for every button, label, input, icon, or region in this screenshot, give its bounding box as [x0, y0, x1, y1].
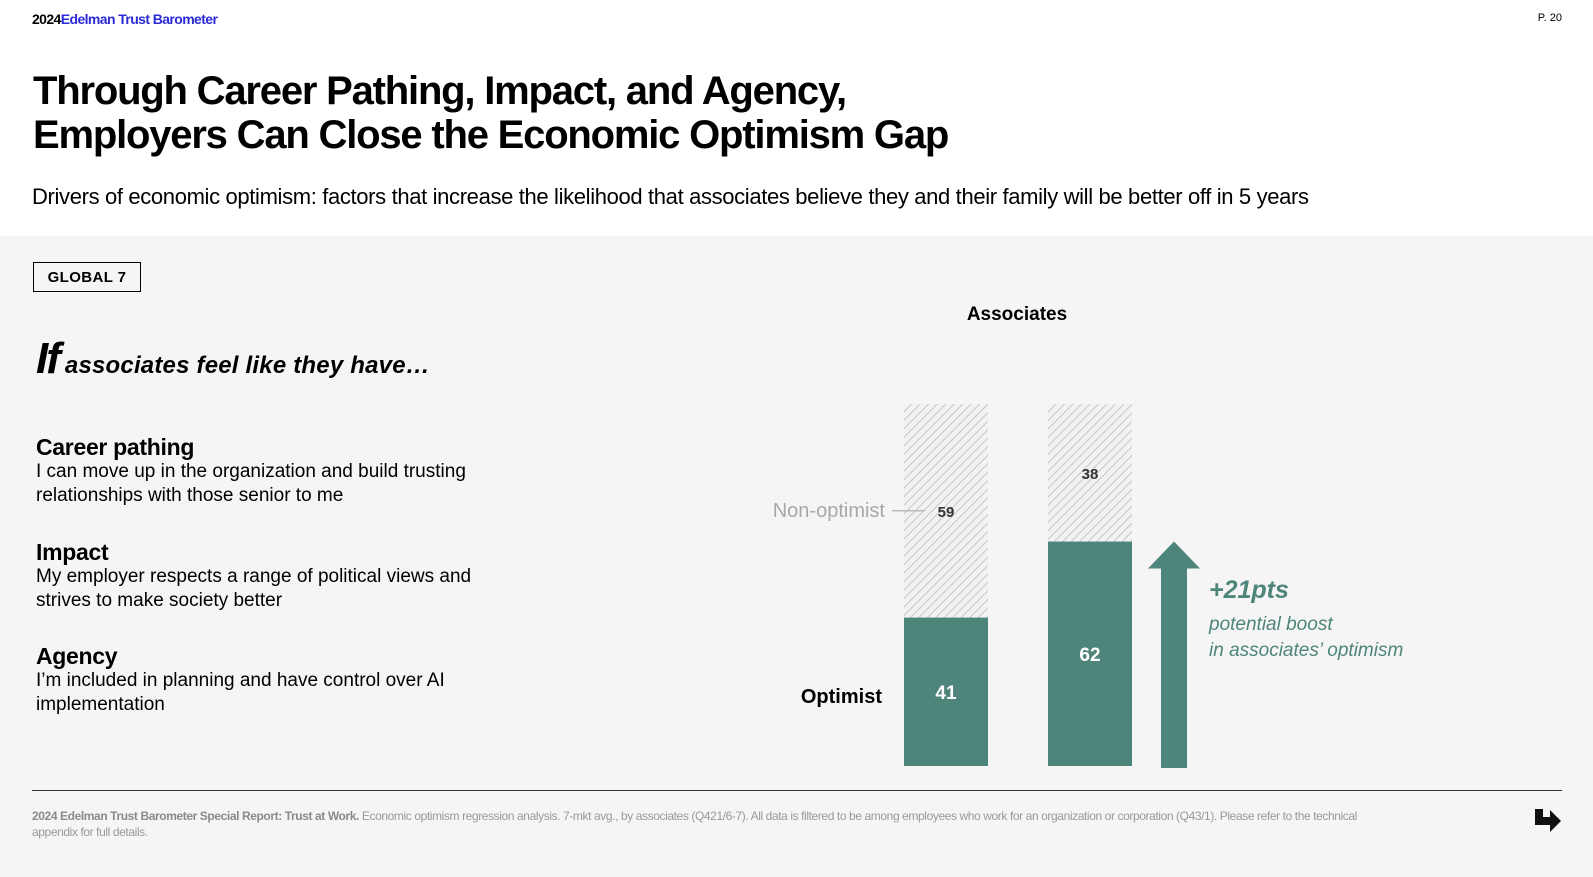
boost-value: +21pts	[1209, 576, 1289, 604]
brand-year: 2024	[32, 11, 61, 27]
boost-caption-line-1: potential boost	[1208, 614, 1333, 635]
condition-rest: associates feel like they have…	[64, 352, 430, 379]
page-title: Through Career Pathing, Impact, and Agen…	[33, 69, 949, 157]
title-line-1: Through Career Pathing, Impact, and Agen…	[33, 69, 847, 113]
brand-name: Edelman Trust Barometer	[60, 11, 218, 27]
label-optimist-2: 62	[1079, 645, 1100, 666]
bar-optimist-1	[904, 617, 988, 766]
driver-text: My employer respects a range of politica…	[36, 566, 472, 611]
boost-arrow-icon	[1148, 541, 1200, 768]
driver-career-pathing: Career pathing I can move up in the orga…	[36, 434, 556, 508]
condition-if: If	[36, 334, 61, 383]
title-line-2: Employers Can Close the Economic Optimis…	[33, 113, 949, 157]
page-number: P. 20	[1537, 12, 1562, 24]
header-area	[0, 0, 1593, 236]
page-subtitle: Drivers of economic optimism: factors th…	[32, 184, 1309, 209]
driver-impact: Impact My employer respects a range of p…	[36, 539, 556, 613]
driver-text: I can move up in the organization and bu…	[36, 461, 466, 506]
legend-optimist: Optimist	[801, 686, 882, 708]
driver-agency: Agency I’m included in planning and have…	[36, 643, 556, 717]
footer-divider	[32, 790, 1562, 791]
arrow-turn-right-icon[interactable]	[1532, 806, 1562, 836]
boost-caption-line-2: in associates’ optimism	[1209, 640, 1403, 661]
label-nonoptimist-2: 38	[1082, 466, 1099, 483]
label-nonoptimist-1: 59	[938, 504, 955, 521]
brand-logo: 2024Edelman Trust Barometer	[32, 11, 218, 27]
bar-optimist-2	[1048, 541, 1132, 766]
driver-title: Agency	[36, 643, 118, 669]
content-area	[0, 236, 1593, 877]
footnote: 2024 Edelman Trust Barometer Special Rep…	[32, 808, 1402, 840]
region-tag: GLOBAL 7	[33, 262, 141, 292]
driver-title: Impact	[36, 539, 109, 565]
condition-heading: If associates feel like they have…	[36, 334, 430, 384]
chart-title: Associates	[967, 304, 1067, 325]
footnote-source: 2024 Edelman Trust Barometer Special Rep…	[32, 809, 359, 823]
footnote-text: Economic optimism regression analysis. 7…	[32, 809, 1357, 839]
legend-nonoptimist: Non-optimist	[773, 500, 886, 522]
label-optimist-1: 41	[935, 683, 957, 704]
bar-nonoptimist-2	[1048, 404, 1132, 542]
driver-title: Career pathing	[36, 434, 195, 460]
driver-text: I’m included in planning and have contro…	[36, 670, 445, 715]
